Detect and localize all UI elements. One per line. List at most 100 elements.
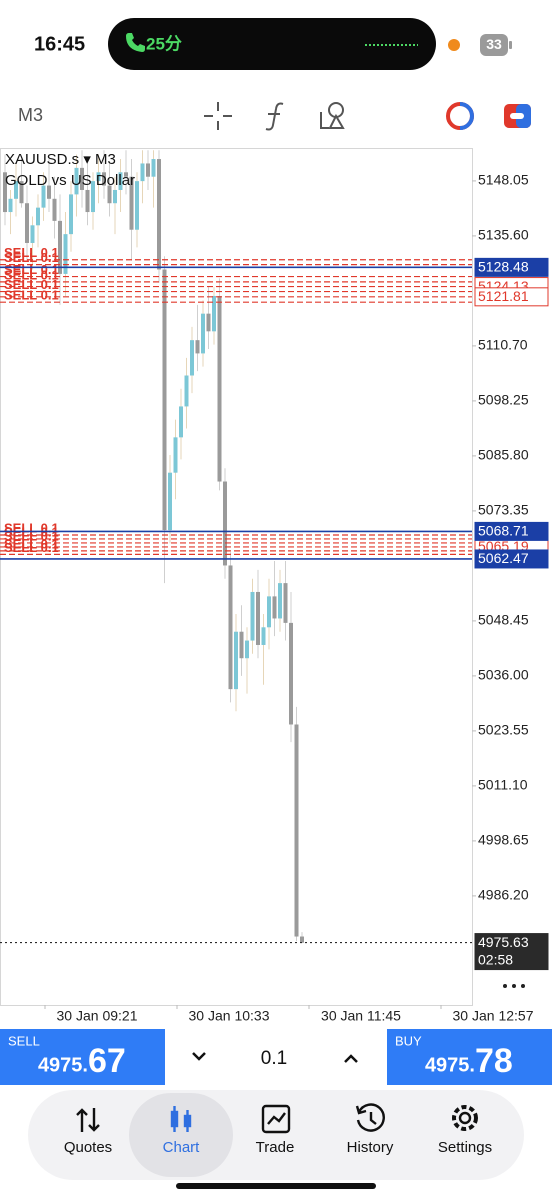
y-tick-label: 4986.20 xyxy=(478,887,529,903)
candle-body xyxy=(118,172,123,190)
x-tick-label: 30 Jan 11:45 xyxy=(321,1008,401,1024)
chart-icon xyxy=(170,1106,192,1132)
candle-body xyxy=(19,181,24,204)
candle-body xyxy=(173,437,178,473)
more-menu[interactable] xyxy=(503,984,525,988)
crosshair-button[interactable] xyxy=(204,102,232,130)
order-label: SELL 0.1 xyxy=(4,250,59,265)
candle-body xyxy=(80,167,84,190)
mic-indicator xyxy=(448,39,460,51)
candle-body xyxy=(190,340,194,376)
candle-body xyxy=(250,591,255,641)
trade-icon xyxy=(261,1104,291,1134)
price-tag-label: 5121.81 xyxy=(478,288,529,304)
battery-level: 33 xyxy=(486,36,502,52)
candle-body xyxy=(129,176,134,230)
price-tag-label: 4975.63 xyxy=(478,934,529,950)
candle-body xyxy=(272,596,277,619)
call-icon xyxy=(126,33,145,52)
candle-body xyxy=(140,163,145,182)
sell-price: 4975. xyxy=(38,1054,88,1076)
chart-symbol: XAUUSD.s ▾ M3 xyxy=(5,151,116,168)
volume-up[interactable] xyxy=(344,1054,358,1063)
candle-body xyxy=(261,627,266,645)
candle-body xyxy=(212,295,216,332)
tab-label[interactable]: Settings xyxy=(438,1139,492,1156)
buy-button[interactable] xyxy=(387,1029,552,1085)
price-timer: 02:58 xyxy=(478,951,513,967)
candle-body xyxy=(201,313,205,354)
candle-body xyxy=(300,936,304,943)
candle-body xyxy=(234,631,238,690)
candle-body xyxy=(184,375,189,407)
candle-body xyxy=(179,406,183,438)
candle-body xyxy=(146,163,150,177)
tab-label[interactable]: Chart xyxy=(163,1139,201,1156)
tab-label[interactable]: Trade xyxy=(256,1139,295,1156)
tab-label[interactable]: Quotes xyxy=(64,1139,112,1156)
candle-body xyxy=(239,631,244,659)
candle-body xyxy=(52,198,57,221)
candle-body xyxy=(58,220,62,274)
candle-body xyxy=(206,313,211,332)
settings-icon xyxy=(452,1105,478,1131)
candle-body xyxy=(294,724,299,937)
y-tick-label: 5023.55 xyxy=(478,722,529,738)
sell-label: SELL xyxy=(8,1033,40,1048)
y-tick-label: 5036.00 xyxy=(478,667,529,683)
candle-body xyxy=(223,481,227,566)
candle-body xyxy=(91,181,95,213)
indicators-button[interactable] xyxy=(265,102,284,131)
account-button[interactable] xyxy=(446,102,474,130)
candle-body xyxy=(151,159,156,177)
objects-button[interactable] xyxy=(320,102,345,129)
candle-body xyxy=(168,472,172,531)
home-indicator xyxy=(176,1183,376,1189)
call-duration: 25分 xyxy=(146,34,182,53)
candle-body xyxy=(113,189,117,204)
tab-icons xyxy=(76,1103,478,1134)
volume[interactable]: 0.1 xyxy=(261,1048,287,1069)
price-tag-label: 5128.48 xyxy=(478,259,529,275)
history-icon xyxy=(355,1103,385,1132)
candle-body xyxy=(14,181,18,199)
buy-label: BUY xyxy=(395,1033,422,1048)
candle-body xyxy=(36,207,40,226)
candle-body xyxy=(256,591,260,645)
candle-body xyxy=(74,167,79,195)
quotes-icon xyxy=(76,1108,100,1132)
candle-body xyxy=(267,596,271,628)
price-tag-label: 5062.47 xyxy=(478,550,529,566)
candle-body xyxy=(162,269,167,531)
volume-down[interactable] xyxy=(192,1052,206,1061)
candle-body xyxy=(245,640,249,659)
timeframe[interactable]: M3 xyxy=(18,105,43,125)
tab-label[interactable]: History xyxy=(347,1139,394,1156)
price-tag xyxy=(474,287,549,307)
candle-body xyxy=(217,295,222,482)
y-tick-label: 5048.45 xyxy=(478,612,529,628)
y-tick-label: 4998.65 xyxy=(478,832,529,848)
candle-body xyxy=(96,172,101,182)
price-tag-label: 5068.71 xyxy=(478,523,529,539)
dynamic-island xyxy=(108,18,436,70)
candle-body xyxy=(63,234,68,274)
candle-body xyxy=(8,198,13,213)
trade-button[interactable] xyxy=(504,104,531,128)
candle-body xyxy=(69,194,73,235)
active-tab-bg xyxy=(129,1093,233,1177)
sell-button[interactable] xyxy=(0,1029,165,1085)
candle-body xyxy=(228,565,233,690)
buy-pips: 78 xyxy=(475,1042,513,1080)
y-tick-label: 5110.70 xyxy=(478,337,528,353)
candle-body xyxy=(124,172,128,177)
price-tag xyxy=(474,549,549,569)
buy-price: 4975. xyxy=(425,1054,475,1076)
sell-pips: 67 xyxy=(88,1042,126,1080)
candle-body xyxy=(289,622,293,725)
candle-body xyxy=(3,172,7,213)
order-label: SELL 0.1 xyxy=(4,262,59,277)
